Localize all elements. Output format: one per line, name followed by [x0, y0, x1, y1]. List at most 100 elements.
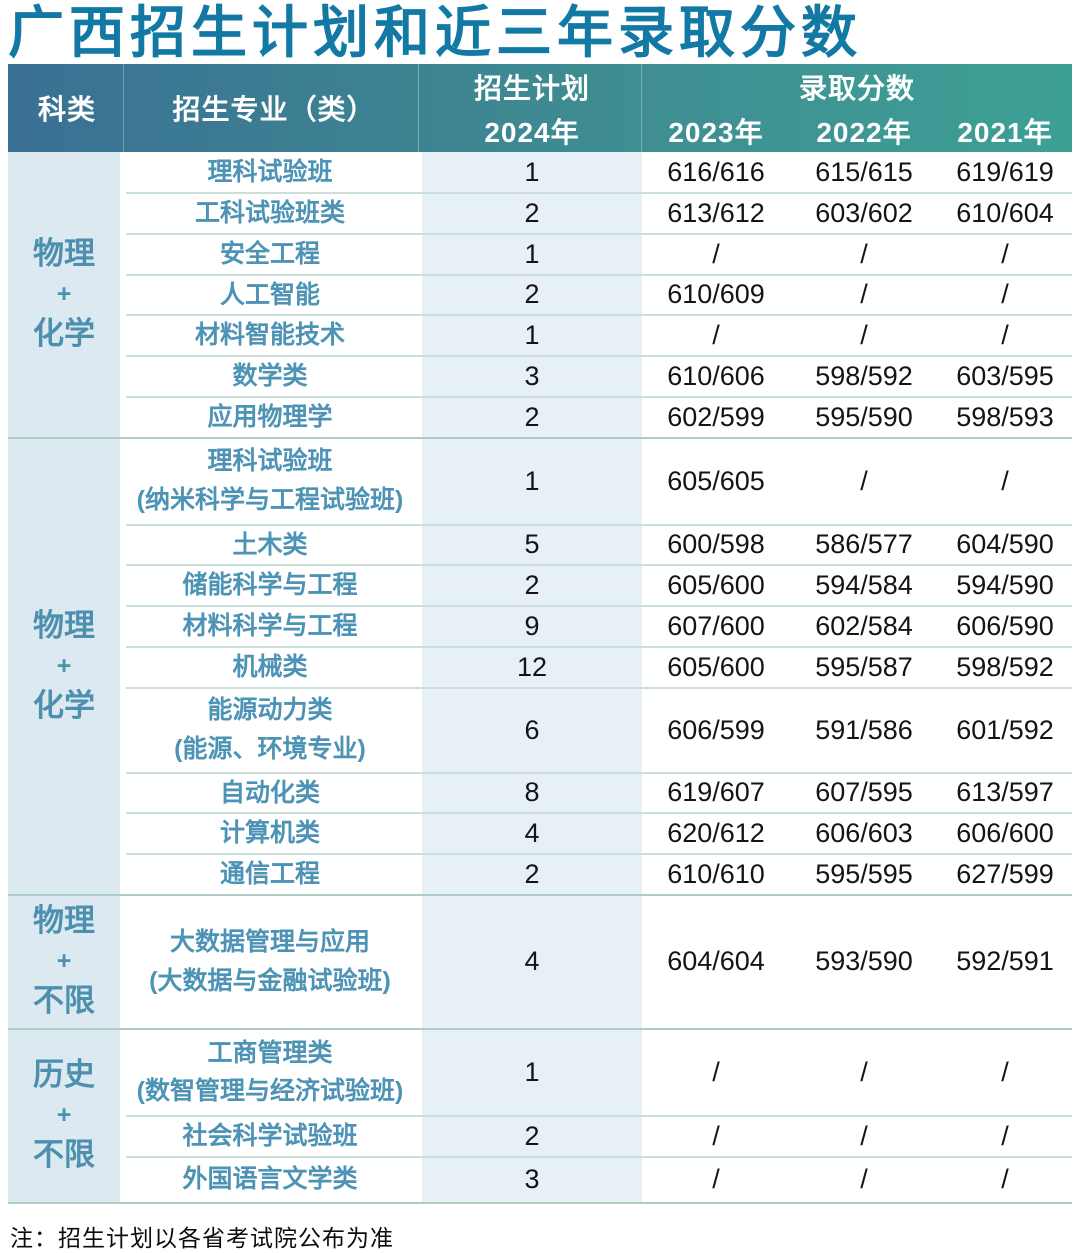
- score-cell-2022: 591/586: [815, 714, 913, 745]
- major-cell: 社会科学试验班: [126, 1117, 414, 1156]
- plan-cell: 2: [422, 1116, 642, 1156]
- major-line: (大数据与金融试验班): [149, 966, 391, 995]
- category-cell: 历史 + 不限: [8, 1029, 120, 1202]
- group-rows: 工商管理类 (数智管理与经济试验班) 1 / / / 社会科学试验班 2 / / …: [126, 1029, 1072, 1202]
- major-line: (能源、环境专业): [174, 735, 366, 763]
- score-cell-2021: 627/599: [956, 858, 1054, 889]
- score-cell-2022: 595/595: [815, 858, 913, 889]
- major-cell: 机械类: [126, 648, 414, 687]
- plan-cell: 4: [422, 814, 642, 853]
- major-line: 大数据管理与应用: [169, 928, 370, 956]
- category-line: 历史: [33, 1057, 95, 1093]
- score-cell-2021: 619/619: [956, 156, 1054, 187]
- table-header: 科类 招生专业（类） 招生计划 2024年 录取分数 2023年 2022年 2…: [8, 64, 1072, 152]
- score-cell-2022: /: [860, 465, 868, 496]
- table-row: 工商管理类 (数智管理与经济试验班) 1 / / /: [126, 1029, 1072, 1115]
- table-row: 社会科学试验班 2 / / /: [126, 1114, 1072, 1156]
- score-cell-2023: 610/610: [667, 858, 765, 889]
- major-line: 应用物理学: [207, 402, 333, 431]
- header-cell-major: 招生专业（类）: [172, 94, 376, 125]
- score-cell-2022: 598/592: [815, 360, 913, 391]
- table-row: 自动化类 8 619/607 607/595 613/597: [126, 771, 1072, 813]
- category-group: 物理 + 化学 理科试验班 (纳米科学与工程试验班) 1 605/605 / / 土木…: [8, 436, 1072, 894]
- table-row: 计算机类 4 620/612 606/603 606/600: [126, 812, 1072, 853]
- score-cell-2021: 601/592: [956, 714, 1054, 745]
- table-row: 人工智能 2 610/609 / /: [126, 273, 1072, 315]
- score-cell-2022: 595/587: [815, 651, 913, 682]
- group-rows: 理科试验班 1 616/616 615/615 619/619 工科试验班类 2…: [126, 152, 1072, 437]
- score-cell-2021: /: [1001, 1056, 1009, 1087]
- table-row: 大数据管理与应用 (大数据与金融试验班) 4 604/604 593/590 59…: [126, 895, 1072, 1028]
- score-cell-2021: /: [1001, 238, 1009, 269]
- major-cell: 储能科学与工程: [126, 566, 414, 605]
- score-cell-2023: 619/607: [667, 777, 765, 808]
- score-cell-2023: 606/599: [667, 714, 765, 745]
- score-cell-2022: /: [860, 1056, 868, 1087]
- header-cell-year-2023: 2023年: [668, 117, 764, 148]
- score-cell-2023: 605/605: [667, 465, 765, 496]
- plan-cell: 1: [422, 316, 642, 355]
- table-row: 储能科学与工程 2 605/600 594/584 594/590: [126, 564, 1072, 605]
- category-group: 历史 + 不限 工商管理类 (数智管理与经济试验班) 1 / / / 社会科学试验班 …: [8, 1027, 1072, 1202]
- plan-cell: 6: [422, 688, 642, 772]
- plan-cell: 9: [422, 607, 642, 646]
- category-group: 物理 + 化学 理科试验班 1 616/616 615/615 619/619 工科…: [8, 152, 1072, 437]
- major-cell: 数学类: [126, 357, 414, 396]
- score-cell-2022: 606/603: [815, 818, 913, 849]
- header-cell-plan: 招生计划: [473, 73, 590, 104]
- major-line: 社会科学试验班: [182, 1121, 358, 1150]
- major-cell: 应用物理学: [126, 398, 414, 437]
- score-cell-2022: 595/590: [815, 401, 913, 432]
- score-cell-2023: 605/600: [667, 570, 765, 601]
- major-cell: 人工智能: [126, 276, 414, 315]
- score-cell-2023: 602/599: [667, 401, 765, 432]
- score-cell-2022: /: [860, 1164, 868, 1194]
- major-line: 外国语言文学类: [182, 1165, 358, 1194]
- plan-cell: 3: [422, 357, 642, 396]
- header-cell-year-2022: 2022年: [816, 117, 912, 148]
- major-line: (数智管理与经济试验班): [136, 1077, 404, 1106]
- score-cell-2023: /: [712, 320, 720, 351]
- major-line: 数学类: [232, 362, 308, 390]
- category-line: +: [56, 651, 72, 680]
- category-line: +: [56, 1101, 72, 1129]
- major-line: 工商管理类: [207, 1038, 333, 1067]
- header-divider: [418, 64, 419, 152]
- score-cell-2021: 606/600: [956, 818, 1054, 849]
- group-rows: 大数据管理与应用 (大数据与金融试验班) 4 604/604 593/590 59…: [126, 895, 1072, 1028]
- table-row: 应用物理学 2 602/599 595/590 598/593: [126, 395, 1072, 437]
- header-cell-year-2021: 2021年: [957, 117, 1053, 148]
- table-row: 材料智能技术 1 / / /: [126, 314, 1072, 355]
- major-line: 材料科学与工程: [182, 612, 358, 640]
- score-cell-2023: 605/600: [667, 651, 765, 682]
- major-cell: 计算机类: [126, 814, 414, 853]
- group-rows: 理科试验班 (纳米科学与工程试验班) 1 605/605 / / 土木类 5 60…: [126, 438, 1072, 894]
- plan-cell: 2: [422, 194, 642, 233]
- major-cell: 材料科学与工程: [126, 607, 414, 646]
- score-cell-2023: /: [712, 1164, 720, 1194]
- table-row: 能源动力类 (能源、环境专业) 6 606/599 591/586 601/592: [126, 686, 1072, 772]
- major-line: 储能科学与工程: [182, 571, 358, 600]
- header-cell-plan-year: 2024年: [484, 117, 580, 148]
- major-line: (纳米科学与工程试验班): [136, 486, 404, 514]
- plan-cell: 2: [422, 855, 642, 894]
- major-line: 理科试验班: [207, 157, 333, 186]
- major-line: 安全工程: [219, 239, 320, 268]
- score-cell-2022: 602/584: [815, 610, 913, 641]
- score-cell-2022: 603/602: [815, 197, 913, 228]
- category-line: +: [56, 279, 72, 308]
- major-line: 理科试验班: [207, 447, 333, 476]
- score-cell-2021: 604/590: [956, 529, 1054, 560]
- category-line: 不限: [33, 983, 95, 1019]
- score-cell-2021: 603/595: [956, 360, 1054, 391]
- category-line: 化学: [33, 315, 95, 351]
- score-cell-2023: /: [712, 238, 720, 269]
- score-cell-2022: 586/577: [815, 529, 913, 560]
- score-cell-2021: 594/590: [956, 570, 1054, 601]
- score-cell-2021: /: [1001, 279, 1009, 310]
- major-cell: 外国语言文学类: [126, 1158, 414, 1202]
- table-row: 数学类 3 610/606 598/592 603/595: [126, 355, 1072, 396]
- header-cell-scores: 录取分数: [798, 73, 915, 104]
- table-row: 理科试验班 1 616/616 615/615 619/619: [126, 152, 1072, 192]
